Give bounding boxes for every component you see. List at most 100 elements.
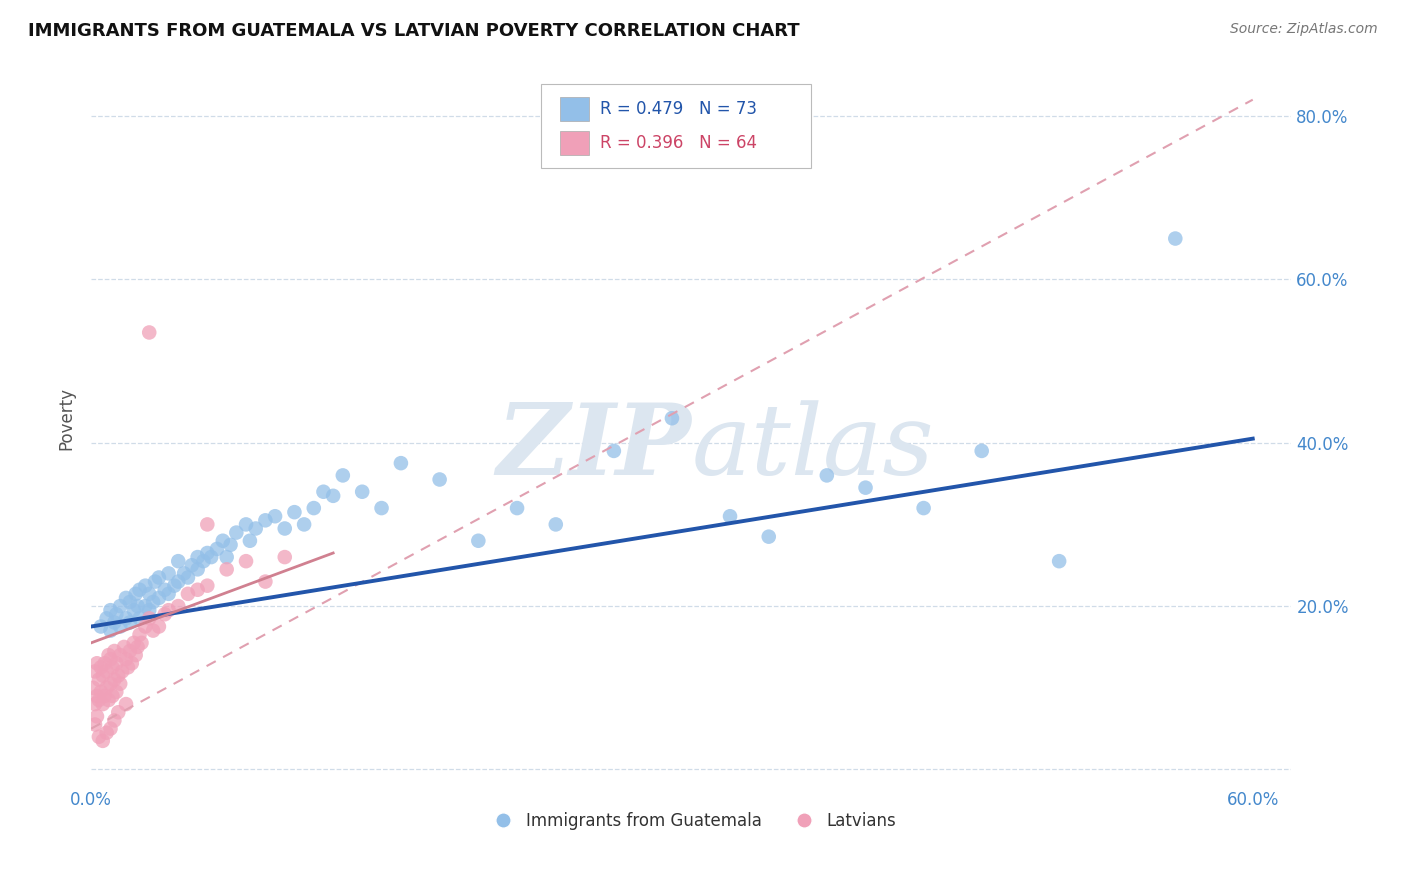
Point (370, 501, 392, 516)
Point (90, 660, 112, 674)
Point (661, 411, 683, 425)
Point (157, 566, 180, 581)
Point (134, 619, 156, 633)
Point (105, 607, 128, 622)
Point (96, 665, 118, 679)
Point (274, 550, 297, 565)
Point (87, 693, 110, 707)
Point (138, 587, 160, 601)
Point (101, 689, 124, 703)
Point (142, 595, 165, 609)
Point (100, 652, 122, 666)
Point (91, 734, 114, 748)
Point (128, 582, 150, 597)
Text: atlas: atlas (692, 400, 934, 495)
Point (115, 652, 138, 666)
Point (125, 587, 148, 601)
Point (215, 562, 238, 576)
Point (96, 611, 118, 625)
Point (105, 685, 128, 699)
Point (96, 725, 118, 739)
Point (718, 509, 741, 524)
Point (173, 566, 195, 581)
Point (205, 541, 228, 556)
Point (332, 468, 354, 483)
Point (912, 501, 935, 516)
Point (115, 611, 138, 625)
Point (86, 657, 108, 671)
Point (108, 599, 131, 613)
Point (118, 595, 141, 609)
Point (107, 706, 129, 720)
Point (96, 681, 118, 695)
Point (101, 660, 124, 674)
Point (103, 615, 125, 630)
Point (215, 550, 238, 565)
Point (91, 668, 114, 682)
Point (93, 657, 115, 671)
Point (235, 554, 257, 568)
Point (115, 697, 138, 711)
Point (429, 473, 451, 487)
Point (115, 591, 138, 605)
Text: R = 0.396   N = 64: R = 0.396 N = 64 (600, 134, 756, 152)
Point (187, 550, 209, 565)
Point (142, 624, 165, 638)
Point (758, 530, 780, 544)
Point (153, 607, 176, 622)
Point (157, 603, 180, 617)
Point (239, 533, 262, 548)
Point (264, 509, 287, 524)
Text: ZIP: ZIP (496, 400, 692, 496)
Point (134, 579, 156, 593)
Point (143, 574, 166, 589)
FancyBboxPatch shape (561, 97, 589, 120)
Point (167, 554, 190, 568)
Point (86, 709, 108, 723)
Point (122, 636, 145, 650)
Point (82, 681, 104, 695)
Point (100, 676, 122, 690)
Point (187, 562, 209, 576)
Point (87, 730, 110, 744)
Point (254, 574, 277, 589)
Point (211, 533, 233, 548)
Point (93, 689, 115, 703)
Point (87, 673, 110, 687)
Point (180, 558, 202, 573)
Point (127, 640, 149, 654)
Point (117, 660, 139, 674)
Point (177, 570, 200, 584)
Point (167, 574, 190, 589)
Point (125, 648, 148, 662)
Point (506, 501, 529, 516)
Point (603, 443, 626, 458)
Point (855, 481, 877, 495)
Point (108, 676, 131, 690)
Point (108, 648, 131, 662)
Point (312, 484, 335, 499)
Point (163, 579, 186, 593)
Point (219, 538, 242, 552)
Point (97, 648, 120, 662)
Legend: Immigrants from Guatemala, Latvians: Immigrants from Guatemala, Latvians (479, 805, 903, 837)
Point (97, 693, 120, 707)
Point (122, 603, 145, 617)
Point (107, 668, 129, 682)
Point (187, 582, 209, 597)
Point (90, 619, 112, 633)
Point (177, 587, 200, 601)
Point (103, 714, 125, 728)
Point (84, 717, 107, 731)
Point (148, 570, 170, 584)
Point (225, 525, 247, 540)
Point (195, 517, 218, 532)
Point (138, 603, 160, 617)
Point (1164, 231, 1187, 245)
Point (352, 484, 374, 499)
Point (91, 697, 114, 711)
Point (100, 722, 122, 736)
Point (121, 657, 143, 671)
Point (103, 673, 125, 687)
Point (195, 579, 218, 593)
